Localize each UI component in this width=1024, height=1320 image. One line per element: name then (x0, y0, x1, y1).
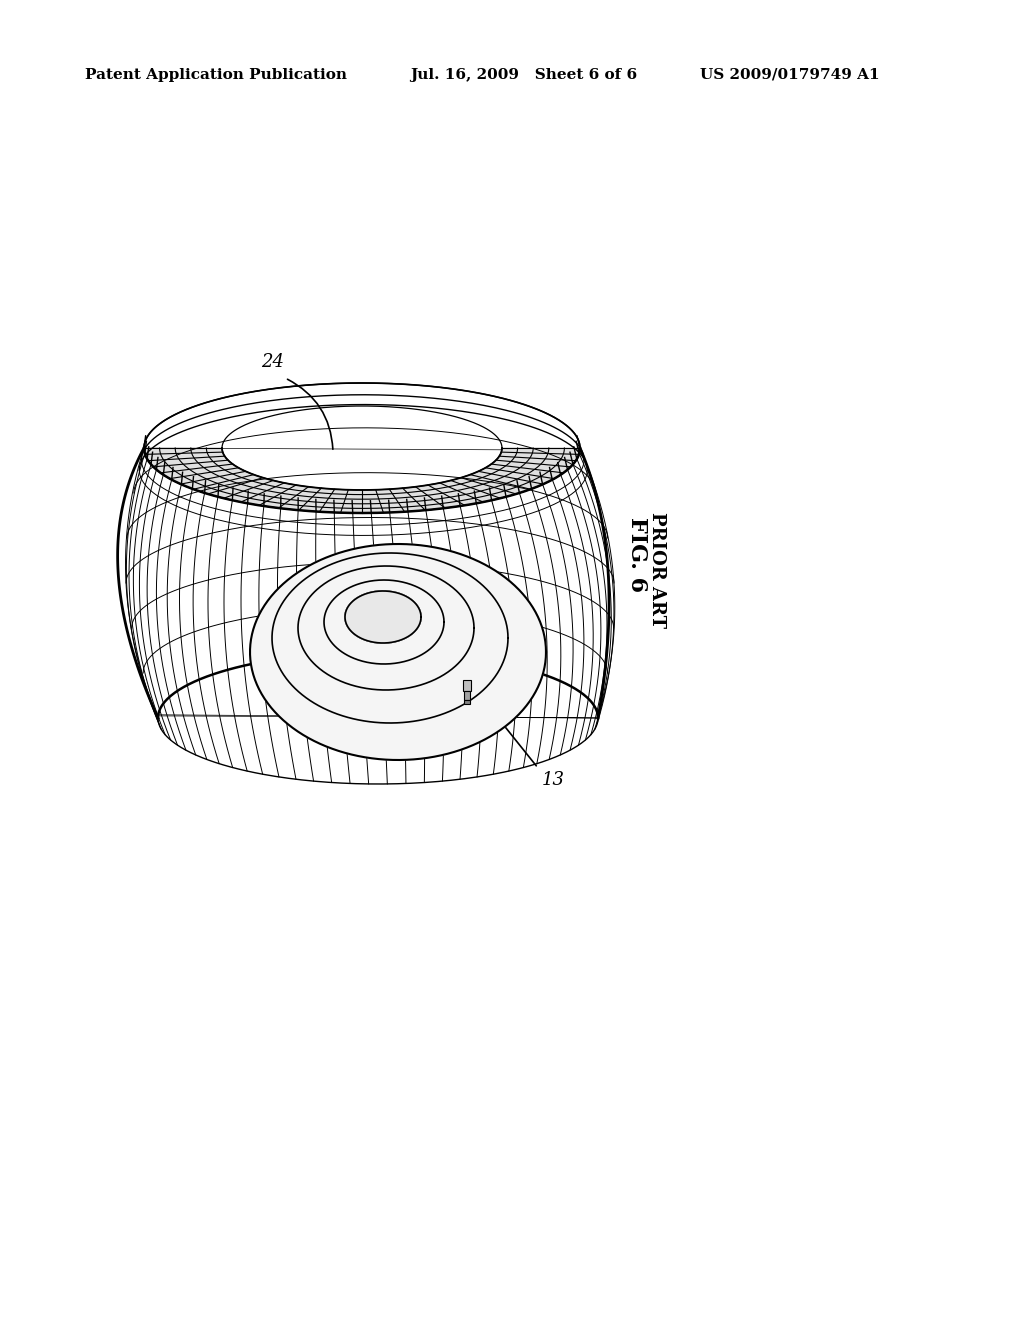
Text: Jul. 16, 2009   Sheet 6 of 6: Jul. 16, 2009 Sheet 6 of 6 (410, 69, 637, 82)
Bar (464, 700, 470, 704)
Bar (464, 690, 470, 700)
Polygon shape (345, 591, 421, 643)
Text: 13: 13 (542, 771, 564, 789)
Text: Patent Application Publication: Patent Application Publication (85, 69, 347, 82)
Text: 24: 24 (261, 352, 285, 371)
Polygon shape (118, 447, 609, 718)
Polygon shape (250, 544, 546, 760)
Bar (463, 680, 471, 690)
Text: US 2009/0179749 A1: US 2009/0179749 A1 (700, 69, 880, 82)
Polygon shape (144, 447, 580, 513)
Text: PRIOR ART: PRIOR ART (648, 512, 666, 628)
Text: FIG. 6: FIG. 6 (626, 517, 648, 593)
